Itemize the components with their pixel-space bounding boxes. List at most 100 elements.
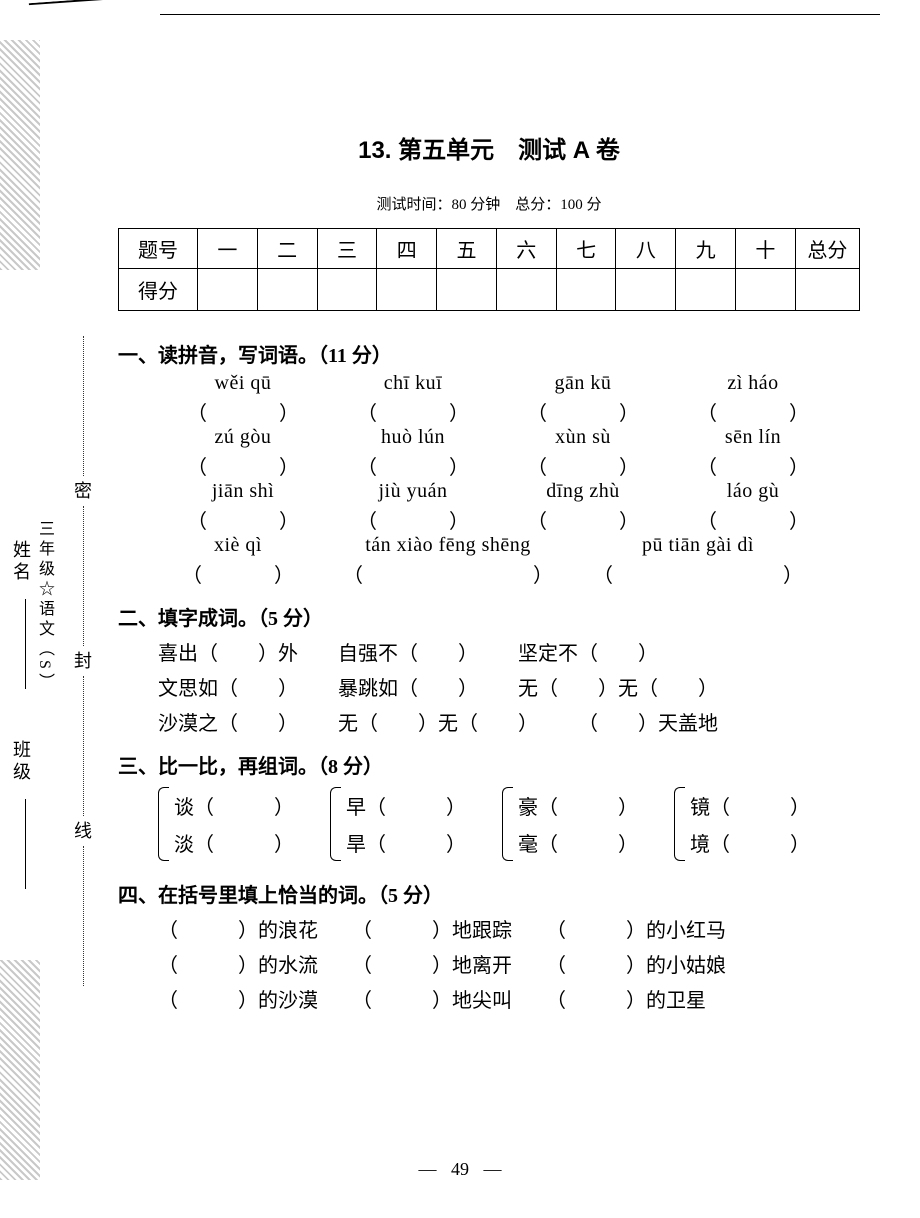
class-blank-line [25,799,26,889]
seal-char-feng: 封 [68,652,98,670]
q1-answer-blank: （） [668,397,838,426]
score-cell-total [795,269,859,311]
score-cell [377,269,437,311]
q2-grid: 喜出（ ）外自强不（ ）坚定不（ ）文思如（ ）暴跳如（ ）无（ ）无（ ）沙漠… [158,637,860,736]
seal-line: 密 封 线 [68,330,98,992]
q1-answer-blank: （） [158,505,328,534]
score-cell [556,269,616,311]
q1-answer-blank: （） [328,451,498,480]
pinyin-text: dīng zhù [498,480,668,503]
q1-row: jiān shì（）jiù yuán（）dīng zhù（）láo gù（） [158,480,860,534]
q4-item: （ ）的卫星 [546,984,706,1013]
col-8: 八 [616,229,676,269]
q1-item: dīng zhù（） [498,480,668,534]
test-title: 13. 第五单元 测试 A 卷 [118,130,860,165]
score-cell [257,269,317,311]
pinyin-text: jiù yuán [328,480,498,503]
seal-dots [83,336,84,476]
score-table-header-row: 题号 一 二 三 四 五 六 七 八 九 十 总分 [119,229,860,269]
seal-char-mi: 密 [68,482,98,500]
q1-item: tán xiào fēng shēng（） [318,534,578,588]
q1-grid: wěi qū（）chī kuī（）gān kū（）zì háo（）zú gòu（… [158,372,860,588]
q1-item: zú gòu（） [158,426,328,480]
q3-word: 毫（ ） [518,828,638,857]
q3-word: 豪（ ） [518,791,638,820]
dash-right: — [474,1159,512,1179]
q1-item: wěi qū（） [158,372,328,426]
q4-row: （ ）的浪花（ ）地跟踪（ ）的小红马 [158,914,860,943]
col-3: 三 [317,229,377,269]
q3-head: 三、比一比，再组词。（8 分） [118,750,860,779]
question-3: 三、比一比，再组词。（8 分） 谈（ ）淡（ ）早（ ）旱（ ）豪（ ）毫（ ）… [118,750,860,865]
q1-answer-blank: （） [158,397,328,426]
score-table: 题号 一 二 三 四 五 六 七 八 九 十 总分 得分 [118,228,860,311]
q2-item: 文思如（ ） [158,672,298,701]
q2-item: 喜出（ ）外 [158,637,298,666]
col-9: 九 [676,229,736,269]
q1-item: pū tiān gài dì（） [578,534,818,588]
q1-item: chī kuī（） [328,372,498,426]
q2-row: 文思如（ ）暴跳如（ ）无（ ）无（ ） [158,672,860,701]
score-cell [317,269,377,311]
name-blank-line [25,599,26,689]
q2-item: 暴跳如（ ） [338,672,478,701]
name-field-label: 姓名 [8,540,34,695]
col-1: 一 [198,229,258,269]
page-number-value: 49 [451,1159,469,1179]
q1-answer-blank: （） [578,559,818,588]
q3-word: 谈（ ） [174,791,294,820]
q3-word: 镜（ ） [690,791,810,820]
q1-item: zì háo（） [668,372,838,426]
q1-item: sēn lín（） [668,426,838,480]
class-field-label: 班级 [8,740,34,895]
col-2: 二 [257,229,317,269]
q3-word: 早（ ） [346,791,466,820]
q4-item: （ ）的小红马 [546,914,726,943]
q1-row: wěi qū（）chī kuī（）gān kū（）zì háo（） [158,372,860,426]
q2-head: 二、填字成词。（5 分） [118,602,860,631]
test-subtitle: 测试时间：80 分钟 总分：100 分 [118,193,860,214]
q1-item: gān kū（） [498,372,668,426]
binding-curve [29,0,122,43]
col-7: 七 [556,229,616,269]
q1-item: jiù yuán（） [328,480,498,534]
q1-row: xiè qì（）tán xiào fēng shēng（）pū tiān gài… [158,534,860,588]
pinyin-text: láo gù [668,480,838,503]
q1-answer-blank: （） [328,505,498,534]
q3-word: 境（ ） [690,828,810,857]
score-cell [437,269,497,311]
q1-item: xiè qì（） [158,534,318,588]
q1-item: huò lún（） [328,426,498,480]
pinyin-text: huò lún [328,426,498,449]
q1-answer-blank: （） [668,451,838,480]
col-10: 十 [736,229,796,269]
pinyin-text: gān kū [498,372,668,395]
book-title-vertical: 三年级☆语文（S） [32,520,56,693]
q2-item: 坚定不（ ） [518,637,658,666]
q3-pair: 豪（ ） 毫（ ） [502,783,638,865]
pinyin-text: pū tiān gài dì [578,534,818,557]
seal-dots [83,506,84,646]
q4-item: （ ）地跟踪 [352,914,512,943]
q3-pair: 谈（ ）淡（ ） [158,783,294,865]
seal-char-xian: 线 [68,822,98,840]
class-label-text: 班级 [11,740,31,784]
q2-item: （ ）天盖地 [578,707,718,736]
q3-grid: 谈（ ）淡（ ）早（ ）旱（ ）豪（ ）毫（ ）镜（ ）境（ ） [158,783,860,865]
hatch-pattern-bottom [0,960,40,1180]
q1-head: 一、读拼音，写词语。（11 分） [118,339,860,368]
q1-answer-blank: （） [668,505,838,534]
q1-answer-blank: （） [158,451,328,480]
page: 密 封 线 班级 姓名 三年级☆语文（S） 13. 第五单元 测试 A 卷 测试… [0,0,920,1218]
pinyin-text: tán xiào fēng shēng [318,534,578,557]
q4-item: （ ）地离开 [352,949,512,978]
score-cell [616,269,676,311]
q4-item: （ ）的沙漠 [158,984,318,1013]
question-4: 四、在括号里填上恰当的词。（5 分） （ ）的浪花（ ）地跟踪（ ）的小红马（ … [118,879,860,1013]
pinyin-text: zú gòu [158,426,328,449]
question-1: 一、读拼音，写词语。（11 分） wěi qū（）chī kuī（）gān kū… [118,339,860,588]
col-total: 总分 [795,229,859,269]
score-cell [736,269,796,311]
q1-item: jiān shì（） [158,480,328,534]
top-rule [160,14,880,15]
